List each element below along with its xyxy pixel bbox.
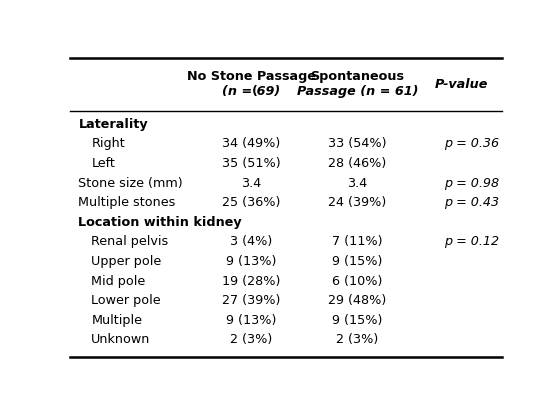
Text: Multiple: Multiple xyxy=(92,314,142,327)
Text: No Stone Passage: No Stone Passage xyxy=(187,70,316,83)
Text: (n = 69): (n = 69) xyxy=(222,86,281,99)
Text: Upper pole: Upper pole xyxy=(92,255,162,268)
Text: 33 (54%): 33 (54%) xyxy=(328,137,387,150)
Text: 2 (3%): 2 (3%) xyxy=(230,333,272,347)
Text: (: ( xyxy=(251,86,257,99)
Text: 2 (3%): 2 (3%) xyxy=(336,333,378,347)
Text: 35 (51%): 35 (51%) xyxy=(222,157,281,170)
Text: Location within kidney: Location within kidney xyxy=(78,216,242,229)
Text: P-value: P-value xyxy=(435,78,488,91)
Text: Right: Right xyxy=(92,137,125,150)
Text: 3.4: 3.4 xyxy=(347,177,368,189)
Text: Multiple stones: Multiple stones xyxy=(78,196,176,209)
Text: 19 (28%): 19 (28%) xyxy=(222,275,281,288)
Text: 9 (13%): 9 (13%) xyxy=(226,255,277,268)
Text: Unknown: Unknown xyxy=(92,333,151,347)
Text: Lower pole: Lower pole xyxy=(92,294,161,307)
Text: 29 (48%): 29 (48%) xyxy=(328,294,387,307)
Text: Laterality: Laterality xyxy=(78,118,148,131)
Text: Renal pelvis: Renal pelvis xyxy=(92,236,169,248)
Text: Left: Left xyxy=(92,157,116,170)
Text: 9 (15%): 9 (15%) xyxy=(332,255,383,268)
Text: 3 (4%): 3 (4%) xyxy=(230,236,272,248)
Text: 28 (46%): 28 (46%) xyxy=(328,157,387,170)
Text: Spontaneous: Spontaneous xyxy=(310,70,405,83)
Text: Mid pole: Mid pole xyxy=(92,275,146,288)
Text: 3.4: 3.4 xyxy=(241,177,262,189)
Text: Stone size (mm): Stone size (mm) xyxy=(78,177,183,189)
Text: p = 0.98: p = 0.98 xyxy=(444,177,499,189)
Text: 27 (39%): 27 (39%) xyxy=(222,294,281,307)
Text: 24 (39%): 24 (39%) xyxy=(328,196,387,209)
Text: p = 0.12: p = 0.12 xyxy=(444,236,499,248)
Text: 34 (49%): 34 (49%) xyxy=(222,137,281,150)
Text: 9 (15%): 9 (15%) xyxy=(332,314,383,327)
Text: 25 (36%): 25 (36%) xyxy=(222,196,281,209)
Text: Passage (n = 61): Passage (n = 61) xyxy=(297,86,418,99)
Text: p = 0.36: p = 0.36 xyxy=(444,137,499,150)
Text: 9 (13%): 9 (13%) xyxy=(226,314,277,327)
Text: 6 (10%): 6 (10%) xyxy=(332,275,383,288)
Text: p = 0.43: p = 0.43 xyxy=(444,196,499,209)
Text: 7 (11%): 7 (11%) xyxy=(332,236,383,248)
